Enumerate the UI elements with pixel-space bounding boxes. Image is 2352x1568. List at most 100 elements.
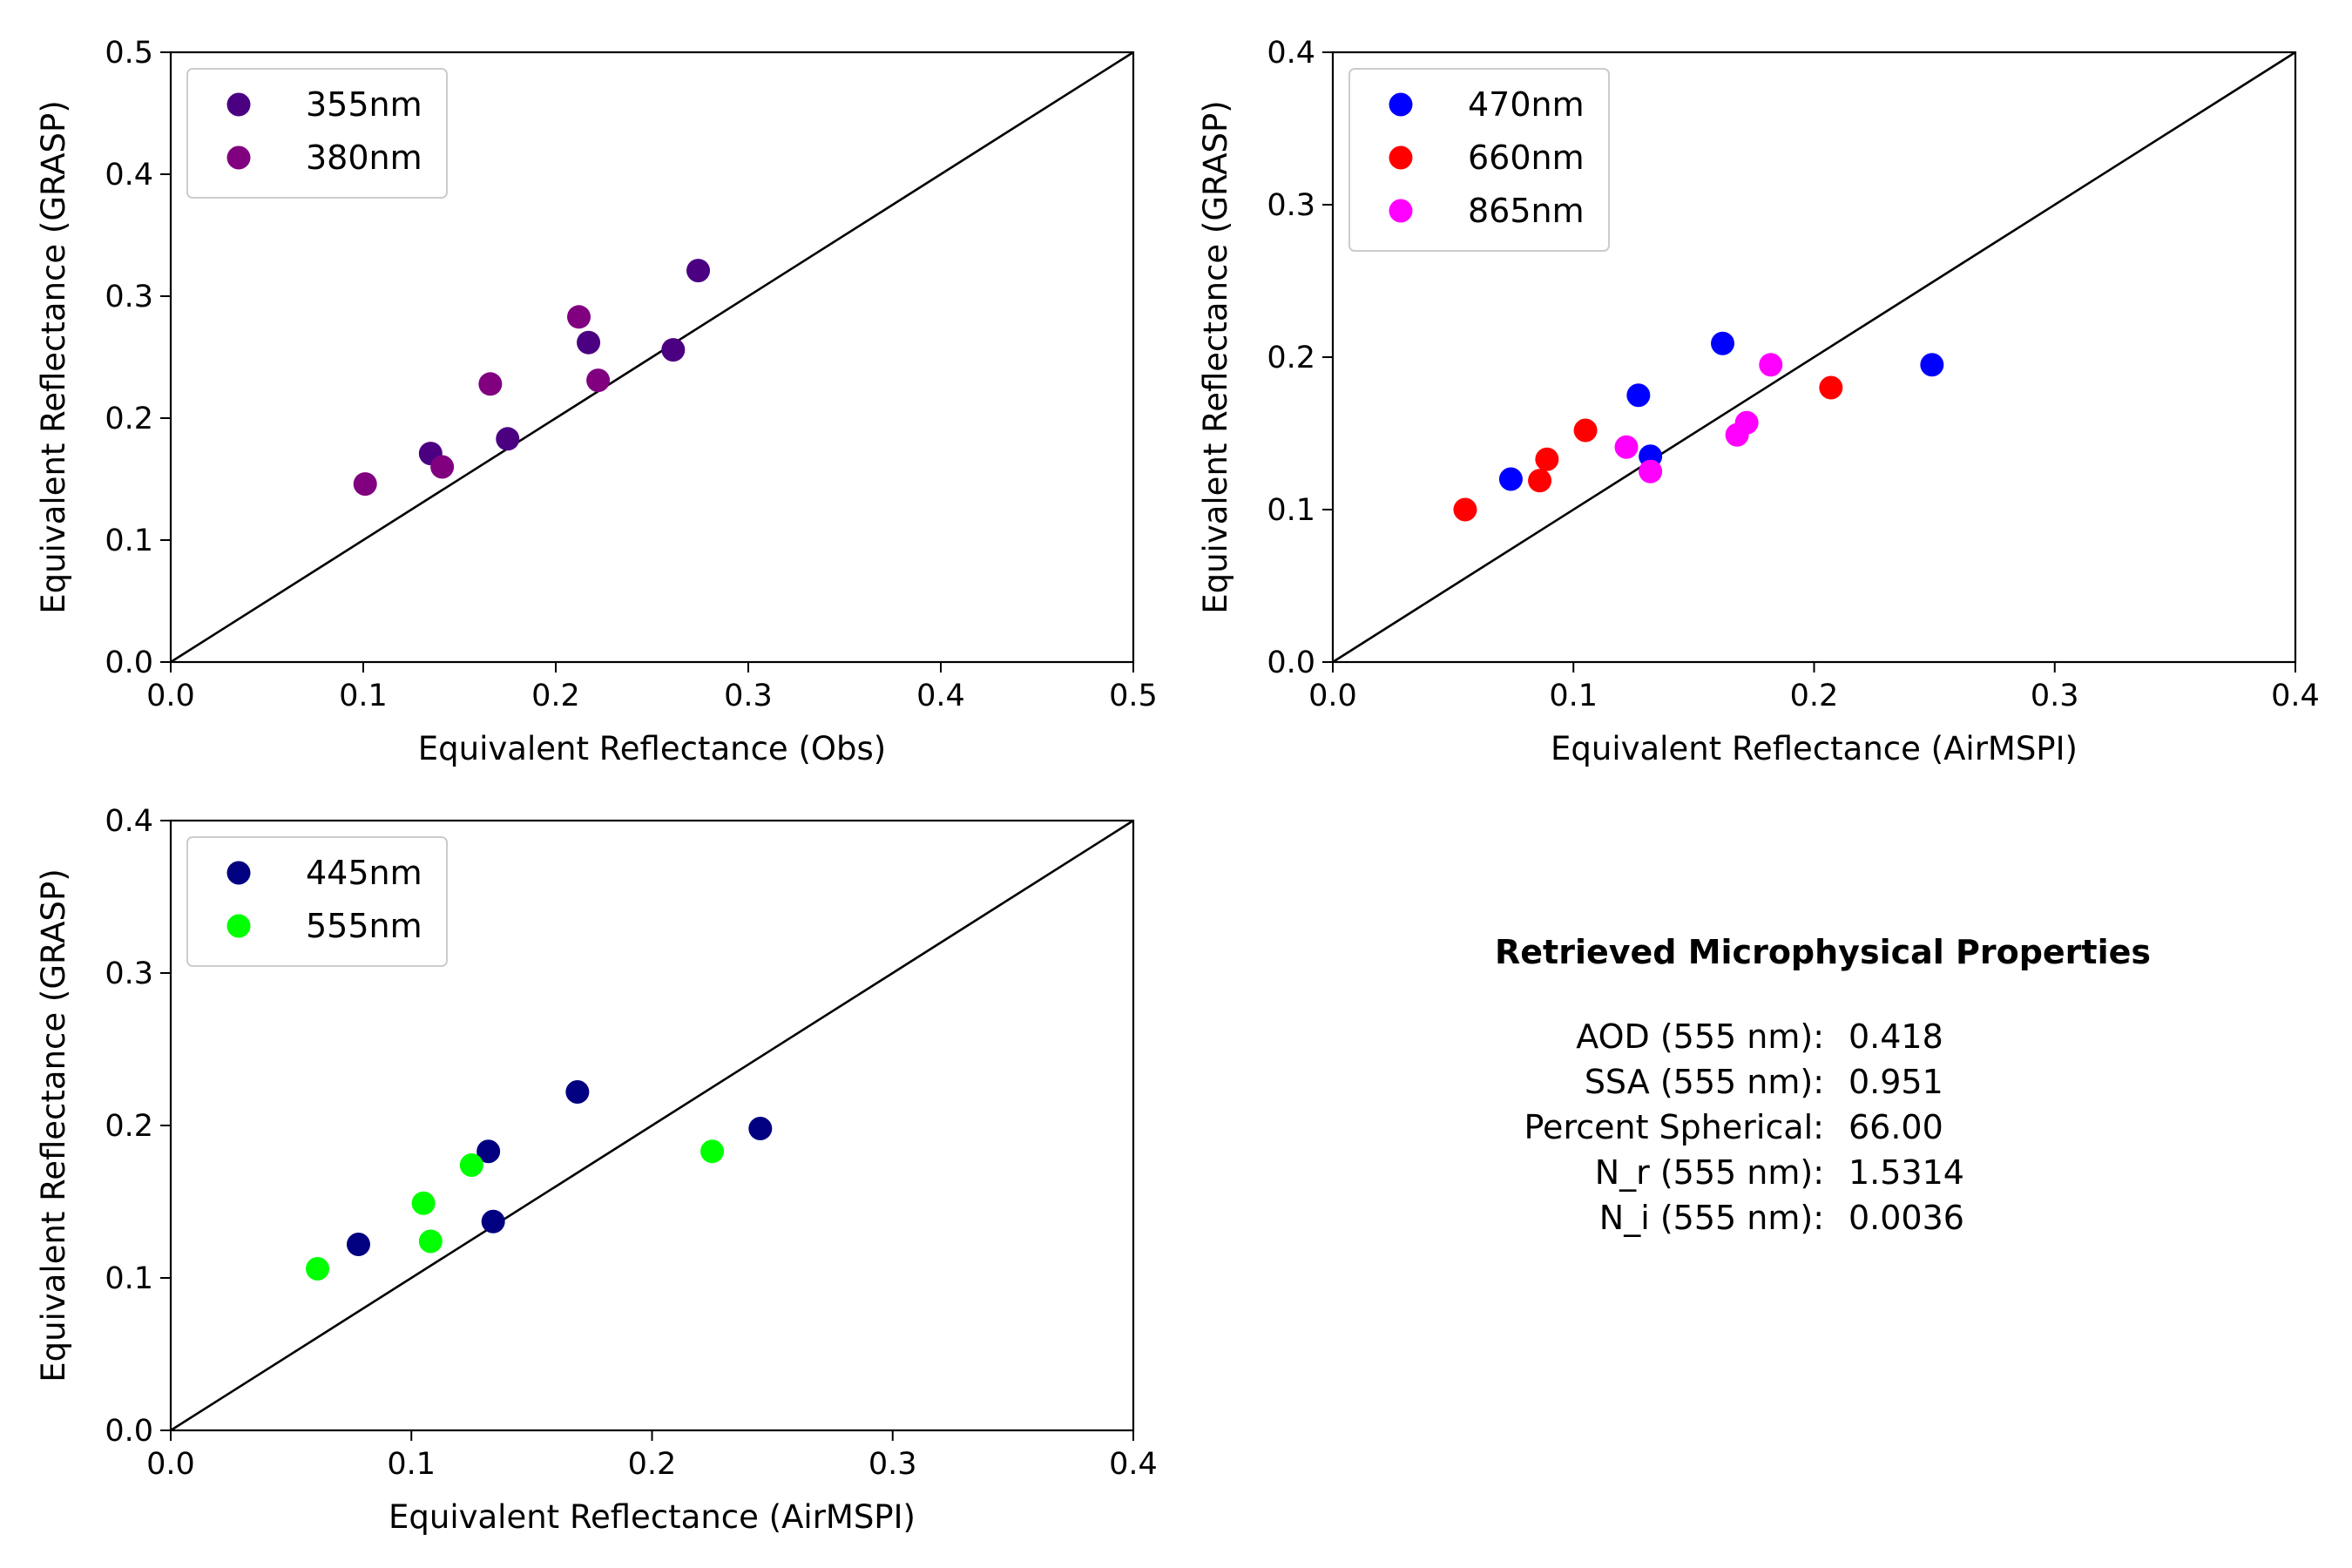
data-point xyxy=(1626,383,1651,408)
property-label: AOD (555 nm): xyxy=(1576,1017,1824,1056)
legend-label: 865nm xyxy=(1468,192,1585,230)
y-tick-label: 0.2 xyxy=(105,402,153,436)
x-tick-label: 0.3 xyxy=(868,1447,917,1482)
y-tick-label: 0.5 xyxy=(105,36,153,71)
data-point xyxy=(459,1153,483,1177)
property-label: SSA (555 nm): xyxy=(1585,1063,1824,1101)
data-point xyxy=(418,1229,443,1254)
y-tick-label: 0.4 xyxy=(105,804,153,839)
x-tick-label: 0.3 xyxy=(724,679,773,713)
data-point xyxy=(430,455,455,479)
legend-marker xyxy=(1389,92,1413,117)
legend: 445nm 555nm xyxy=(186,836,448,967)
y-tick-label: 0.1 xyxy=(105,524,153,558)
data-point xyxy=(478,372,503,396)
data-point xyxy=(567,305,591,329)
y-tick-label: 0.0 xyxy=(105,1414,153,1449)
data-point xyxy=(1639,459,1663,483)
data-point xyxy=(306,1257,330,1281)
y-tick-label: 0.3 xyxy=(105,956,153,991)
x-tick-label: 0.0 xyxy=(146,679,195,713)
y-axis-label: Equivalent Reflectance (GRASP) xyxy=(35,868,72,1382)
plot-frame xyxy=(1331,51,2297,664)
x-tick-label: 0.3 xyxy=(2031,679,2079,713)
x-tick-label: 0.1 xyxy=(387,1447,436,1482)
legend-marker xyxy=(1389,145,1413,170)
data-point xyxy=(346,1233,370,1256)
x-axis-label: Equivalent Reflectance (AirMSPI) xyxy=(389,1498,916,1536)
data-point xyxy=(496,427,520,451)
data-point xyxy=(1819,375,1843,400)
legend-label: 380nm xyxy=(306,139,422,177)
property-value: 66.00 xyxy=(1848,1108,1943,1146)
legend-label: 555nm xyxy=(306,907,422,945)
data-point xyxy=(1535,447,1559,471)
data-point xyxy=(481,1209,505,1233)
y-tick-label: 0.1 xyxy=(105,1261,153,1296)
properties-panel: Retrieved Microphysical Properties AOD (… xyxy=(1495,933,2151,1237)
data-point xyxy=(586,368,611,393)
data-point xyxy=(1573,418,1598,443)
x-axis-label: Equivalent Reflectance (AirMSPI) xyxy=(1551,730,2078,767)
y-tick-label: 0.4 xyxy=(1267,36,1315,71)
x-tick-label: 0.2 xyxy=(628,1447,677,1482)
x-tick-label: 0.4 xyxy=(1109,1447,1158,1482)
x-axis-label: Equivalent Reflectance (Obs) xyxy=(418,730,886,767)
plot-frame xyxy=(169,819,1135,1432)
property-label: N_r (555 nm): xyxy=(1595,1153,1824,1192)
x-tick-label: 0.0 xyxy=(1308,679,1357,713)
one-to-one-line xyxy=(170,51,1134,664)
legend-label: 660nm xyxy=(1468,139,1585,177)
y-tick-label: 0.1 xyxy=(1267,493,1315,528)
x-tick-label: 0.4 xyxy=(2271,679,2320,713)
data-point xyxy=(1759,353,1783,377)
data-point xyxy=(1498,467,1523,491)
y-tick-label: 0.0 xyxy=(1267,645,1315,680)
scatter-plot-airmspi-vs-grasp-b: 0.0 0.1 0.2 0.3 0.4 0.0 0.1 0.2 0.3 0.4 Equivalent… xyxy=(35,804,1158,1536)
data-point xyxy=(661,338,686,362)
legend: 470nm 660nm 865nm xyxy=(1348,68,1610,252)
legend-box xyxy=(1348,68,1610,252)
y-tick-label: 0.2 xyxy=(105,1109,153,1144)
data-point xyxy=(353,472,377,497)
legend-box xyxy=(186,836,448,967)
data-point xyxy=(1453,497,1477,522)
data-point xyxy=(411,1191,436,1215)
data-point xyxy=(1711,331,1735,355)
property-value: 0.418 xyxy=(1848,1017,1943,1056)
y-tick-label: 0.3 xyxy=(1267,188,1315,223)
properties-panel-title: Retrieved Microphysical Properties xyxy=(1495,933,2151,971)
property-value: 0.951 xyxy=(1848,1063,1943,1101)
data-point xyxy=(1614,435,1639,459)
property-label: Percent Spherical: xyxy=(1524,1108,1825,1146)
property-label: N_i (555 nm): xyxy=(1599,1199,1824,1237)
legend-marker xyxy=(226,92,251,117)
scatter-plot-airmspi-vs-grasp-a: 0.0 0.1 0.2 0.3 0.4 0.0 0.1 0.2 0.3 0.4 Equivalent… xyxy=(1197,36,2320,767)
data-point xyxy=(577,330,601,355)
one-to-one-line xyxy=(1332,51,2296,664)
y-axis-label: Equivalent Reflectance (GRASP) xyxy=(35,100,72,614)
legend-marker xyxy=(226,861,251,885)
legend: 355nm 380nm xyxy=(186,68,448,199)
property-value: 1.5314 xyxy=(1848,1153,1964,1192)
scatter-plot-obs-vs-grasp: 0.0 0.1 0.2 0.3 0.4 0.5 0.0 0.1 0.2 0.3 0.4 0.5 Equi… xyxy=(35,36,1158,767)
y-tick-label: 0.0 xyxy=(105,645,153,680)
data-point xyxy=(1920,353,1944,377)
x-tick-label: 0.2 xyxy=(1790,679,1839,713)
data-point xyxy=(1734,410,1759,435)
data-point xyxy=(476,1139,501,1164)
data-point xyxy=(748,1117,773,1140)
legend-label: 470nm xyxy=(1468,85,1585,124)
x-tick-label: 0.1 xyxy=(339,679,388,713)
x-tick-label: 0.0 xyxy=(146,1447,195,1482)
x-tick-label: 0.4 xyxy=(916,679,965,713)
y-tick-label: 0.3 xyxy=(105,280,153,314)
legend-label: 445nm xyxy=(306,854,422,892)
plot-frame xyxy=(169,51,1135,664)
data-point xyxy=(700,1139,725,1164)
data-point xyxy=(565,1080,590,1104)
x-tick-label: 0.2 xyxy=(531,679,580,713)
legend-marker xyxy=(226,914,251,938)
y-tick-label: 0.2 xyxy=(1267,341,1315,375)
legend-box xyxy=(186,68,448,199)
